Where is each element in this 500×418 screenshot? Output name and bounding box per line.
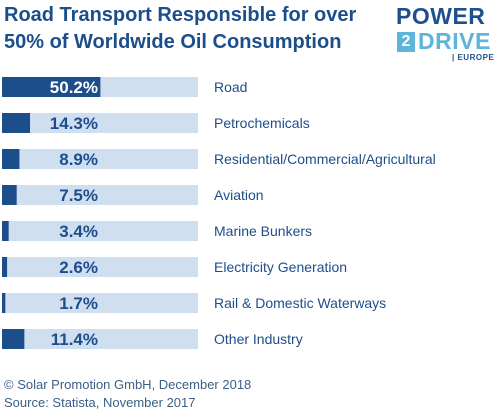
footer: © Solar Promotion GmbH, December 2018 So… (4, 376, 251, 412)
bar-track (2, 149, 198, 169)
bar-value-label: 1.7% (59, 294, 98, 313)
logo-europe-text: | EUROPE (452, 53, 495, 62)
category-label: Aviation (214, 187, 264, 203)
bar (2, 113, 31, 133)
bar-value-label: 11.4% (51, 330, 98, 349)
category-label: Road (214, 79, 247, 95)
power2drive-logo: POWER 2 DRIVE | EUROPE (396, 4, 496, 62)
category-label: Petrochemicals (214, 115, 310, 131)
bar (2, 329, 25, 349)
logo-two-badge: 2 (397, 32, 415, 52)
copyright-text: © Solar Promotion GmbH, December 2018 (4, 377, 252, 392)
bar-track (2, 185, 198, 205)
bar-track (2, 329, 198, 349)
bar (2, 77, 101, 97)
bar-value-label: 2.6% (59, 258, 98, 277)
bar-chart: 50.2% Road 14.3% Petrochemicals 8.9% Resident… (2, 77, 436, 349)
bar-value-label: 8.9% (59, 150, 98, 169)
bar-track (2, 221, 198, 241)
bar-value-label: 3.4% (59, 222, 98, 241)
bar (2, 185, 17, 205)
logo-power-text: POWER (396, 3, 486, 29)
bar-value-label: 14.3% (50, 114, 98, 133)
bar (2, 257, 8, 277)
bar-track (2, 293, 198, 313)
logo-drive-text: DRIVE (418, 28, 491, 54)
bar-value-label: 50.2% (50, 78, 98, 97)
bar (2, 221, 9, 241)
category-label: Rail & Domestic Waterways (214, 295, 386, 311)
bar (2, 293, 6, 313)
category-label: Marine Bunkers (214, 223, 312, 239)
bar-track (2, 257, 198, 277)
bar-track (2, 113, 198, 133)
bar (2, 149, 20, 169)
category-label: Electricity Generation (214, 259, 347, 275)
bar-value-label: 7.5% (59, 186, 98, 205)
chart-title: Road Transport Responsible for over 50% … (4, 4, 357, 53)
category-label: Residential/Commercial/Agricultural (214, 151, 436, 167)
source-text: Source: Statista, November 2017 (4, 395, 196, 410)
category-label: Other Industry (214, 331, 303, 347)
